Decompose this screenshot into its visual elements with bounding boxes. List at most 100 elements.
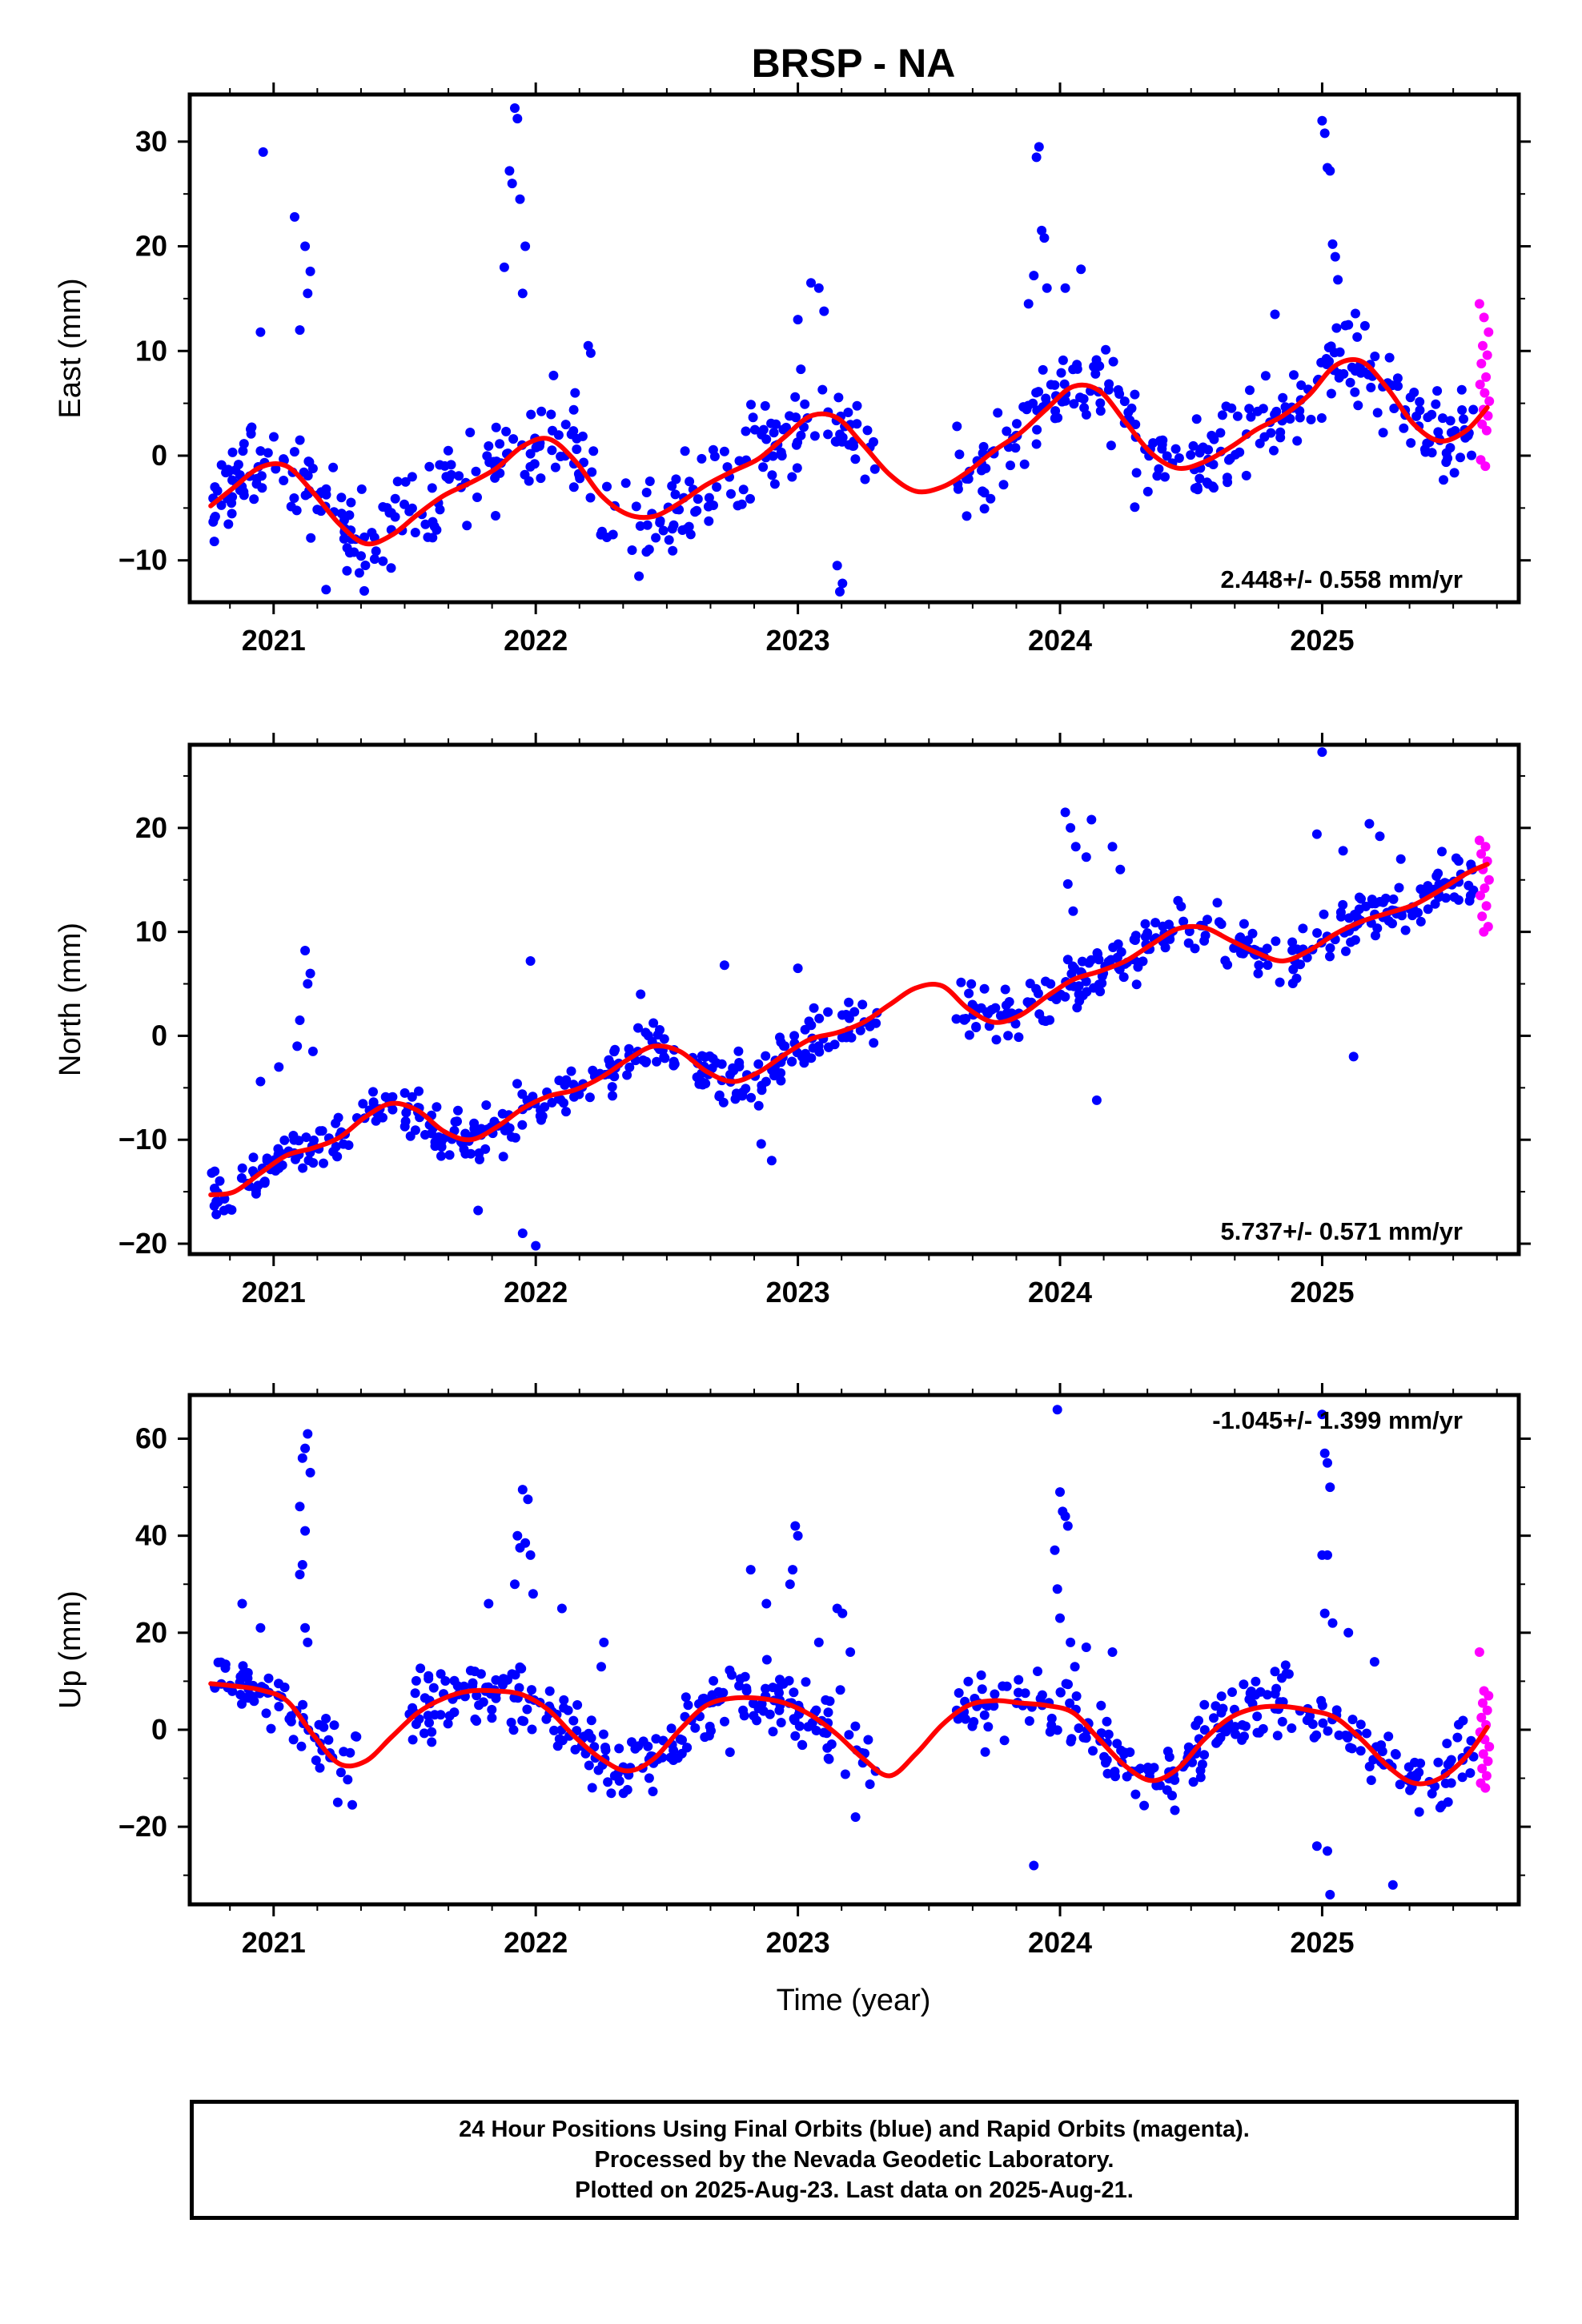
final-orbit-point xyxy=(305,266,315,276)
final-orbit-point xyxy=(982,1007,992,1017)
final-orbit-point xyxy=(1215,428,1226,438)
y-tick-label: −10 xyxy=(118,544,167,577)
final-orbit-point xyxy=(400,476,411,487)
final-orbit-point xyxy=(734,1681,745,1691)
final-orbit-point xyxy=(248,1152,259,1163)
final-orbit-point xyxy=(1045,1015,1055,1025)
final-orbit-point xyxy=(508,434,519,444)
final-orbit-point xyxy=(400,1088,410,1098)
final-orbit-point xyxy=(871,1018,881,1028)
final-orbit-point xyxy=(989,1701,999,1711)
final-orbit-point xyxy=(1086,814,1097,825)
final-orbit-point xyxy=(1334,1730,1344,1740)
final-orbit-point xyxy=(263,448,273,458)
final-orbit-point xyxy=(550,462,560,472)
final-orbit-point xyxy=(585,348,596,358)
footer-note: 24 Hour Positions Using Final Orbits (bl… xyxy=(190,2100,1519,2220)
final-orbit-point xyxy=(1309,1732,1319,1743)
final-orbit-point xyxy=(1212,898,1223,908)
final-orbit-point xyxy=(1323,343,1334,352)
final-orbit-point xyxy=(237,1163,247,1173)
final-orbit-point xyxy=(655,516,665,526)
final-orbit-point xyxy=(300,1622,311,1633)
final-orbit-point xyxy=(1438,413,1447,424)
final-orbit-point xyxy=(491,1675,501,1685)
final-orbit-point xyxy=(1317,115,1327,126)
final-orbit-point xyxy=(1323,1458,1332,1468)
final-orbit-point xyxy=(315,1763,325,1773)
final-orbit-point xyxy=(1317,1409,1327,1420)
final-orbit-point xyxy=(1457,405,1468,415)
final-orbit-point xyxy=(844,997,854,1007)
final-orbit-point xyxy=(227,447,238,457)
final-orbit-point xyxy=(249,494,259,505)
final-orbit-point xyxy=(1468,404,1479,415)
final-orbit-point xyxy=(1186,450,1196,460)
final-orbit-point xyxy=(1000,984,1010,995)
final-orbit-point xyxy=(749,424,760,435)
final-orbit-point xyxy=(289,1135,299,1145)
final-orbit-point xyxy=(279,1135,290,1145)
final-orbit-point xyxy=(1319,128,1330,139)
final-orbit-point xyxy=(1441,457,1452,468)
final-orbit-point xyxy=(332,1152,342,1162)
final-orbit-point xyxy=(1012,419,1022,429)
final-orbit-point xyxy=(296,1741,307,1751)
final-orbit-point xyxy=(519,1716,529,1727)
final-orbit-point xyxy=(227,1204,237,1215)
final-orbit-point xyxy=(669,520,679,530)
final-orbit-point xyxy=(346,497,356,508)
rapid-orbit-point xyxy=(1484,1691,1494,1701)
final-orbit-point xyxy=(1239,1731,1249,1742)
final-orbit-point xyxy=(1354,904,1364,915)
final-orbit-point xyxy=(559,1703,569,1713)
final-orbit-point xyxy=(556,452,566,461)
final-orbit-point xyxy=(604,1055,614,1065)
final-orbit-point xyxy=(1119,396,1130,407)
final-orbit-point xyxy=(1415,1758,1426,1768)
final-orbit-point xyxy=(1170,1805,1180,1815)
final-orbit-point xyxy=(862,425,873,436)
final-orbit-point xyxy=(979,1710,990,1720)
final-orbit-point xyxy=(976,1670,986,1680)
final-orbit-point xyxy=(1170,444,1181,454)
final-orbit-point xyxy=(1353,400,1363,411)
final-orbit-point xyxy=(452,1116,462,1127)
final-orbit-point xyxy=(503,1675,512,1685)
final-orbit-point xyxy=(1239,1679,1249,1690)
final-orbit-point xyxy=(622,1784,632,1795)
final-orbit-point xyxy=(677,1748,687,1759)
final-orbit-point xyxy=(1019,459,1030,469)
final-orbit-point xyxy=(1244,1695,1255,1704)
final-orbit-point xyxy=(776,1068,786,1078)
final-orbit-point xyxy=(554,1734,564,1744)
final-orbit-point xyxy=(801,1677,811,1687)
final-orbit-point xyxy=(860,474,870,485)
final-orbit-point xyxy=(1325,943,1335,953)
final-orbit-point xyxy=(1405,392,1415,403)
final-orbit-point xyxy=(1372,408,1383,418)
final-orbit-point xyxy=(599,1637,609,1647)
final-orbit-point xyxy=(303,288,313,299)
final-orbit-point xyxy=(1211,1701,1221,1711)
final-orbit-point xyxy=(951,1014,962,1024)
final-orbit-point xyxy=(792,463,802,473)
final-orbit-point xyxy=(525,1550,536,1560)
final-orbit-point xyxy=(484,457,495,468)
final-orbit-point xyxy=(833,392,844,403)
final-orbit-point xyxy=(804,1016,814,1027)
final-orbit-point xyxy=(1449,468,1460,478)
final-orbit-point xyxy=(1142,928,1153,939)
final-orbit-point xyxy=(1375,831,1385,842)
final-orbit-point xyxy=(243,1693,254,1703)
final-orbit-point xyxy=(789,1715,800,1726)
final-orbit-point xyxy=(644,1773,654,1783)
final-orbit-point xyxy=(1103,384,1114,395)
final-orbit-point xyxy=(1296,380,1307,390)
final-orbit-point xyxy=(669,1060,679,1071)
rapid-orbit-point xyxy=(1480,461,1491,472)
final-orbit-point xyxy=(1366,382,1376,392)
rapid-orbit-point xyxy=(1484,1742,1495,1752)
final-orbit-point xyxy=(998,480,1009,490)
final-orbit-point xyxy=(487,1713,497,1723)
